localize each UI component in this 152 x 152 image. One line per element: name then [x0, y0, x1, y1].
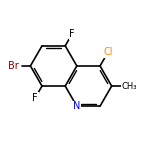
- Text: N: N: [73, 101, 81, 111]
- Text: Br: Br: [9, 61, 19, 71]
- Text: CH₃: CH₃: [121, 82, 137, 91]
- Text: Cl: Cl: [103, 47, 113, 57]
- Text: F: F: [32, 93, 38, 103]
- Text: F: F: [69, 29, 75, 39]
